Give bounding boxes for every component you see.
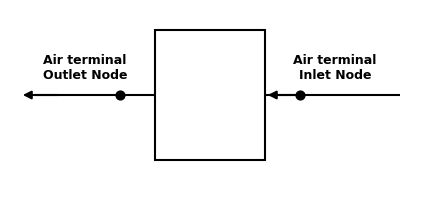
Point [117,93,123,97]
Text: Air terminal
Inlet Node: Air terminal Inlet Node [293,54,377,82]
Bar [155,30,265,160]
Point [297,93,304,97]
Text: Air terminal
Outlet Node: Air terminal Outlet Node [43,54,127,82]
